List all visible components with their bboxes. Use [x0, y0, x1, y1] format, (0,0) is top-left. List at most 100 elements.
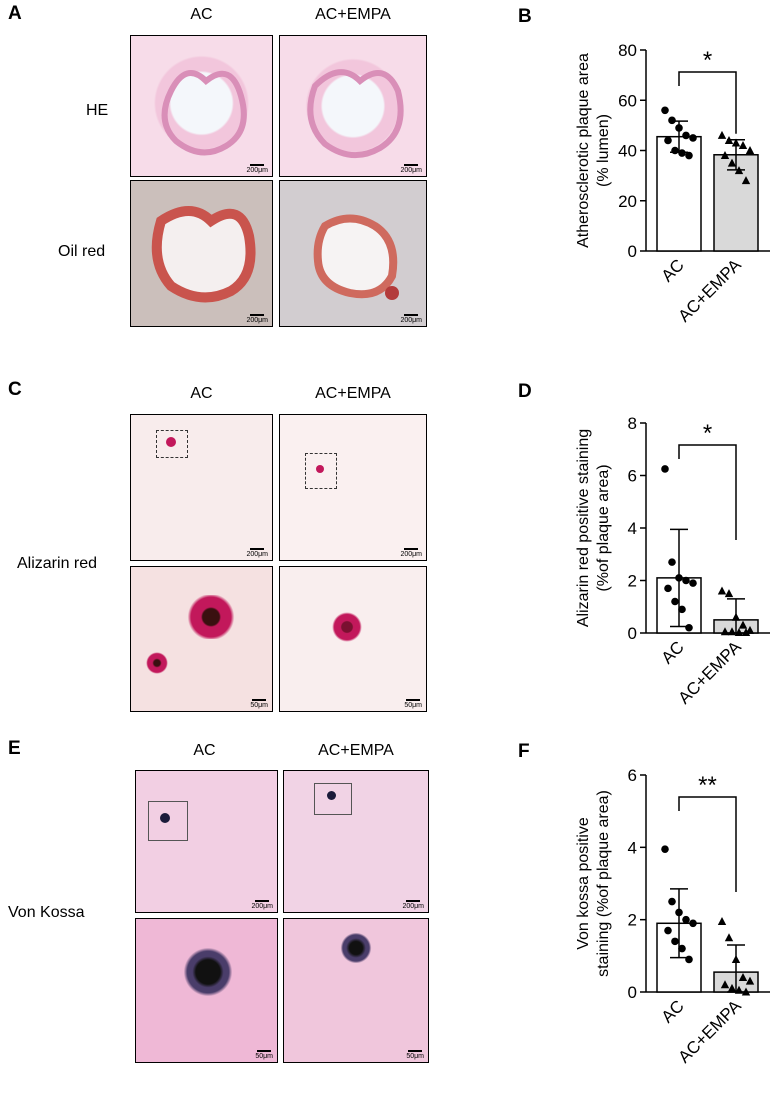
data-point [671, 937, 679, 946]
significance-marker: * [703, 47, 712, 74]
scalebar: 50μm [250, 699, 268, 709]
significance-bracket [678, 444, 737, 540]
data-point [727, 983, 737, 992]
micrograph-alizarin-ac-empa-zoom: 50μm [279, 566, 427, 712]
panel-letter-c: C [8, 379, 22, 400]
row-label-he: HE [86, 102, 109, 119]
vessel-outline-svg [131, 181, 272, 326]
vessel-outline-svg [280, 181, 426, 326]
y-tick-label: 80 [618, 41, 637, 60]
bar-ac [656, 135, 702, 252]
data-point [717, 130, 727, 139]
micrograph-he-ac: 200μm [130, 35, 273, 177]
panel-letter-e: E [8, 738, 21, 759]
y-tick-label: 0 [628, 624, 637, 643]
panel-letter-f: F [518, 741, 530, 762]
y-tick-label: 2 [628, 911, 637, 930]
category-label: AC+EMPA [674, 637, 745, 708]
data-point [720, 980, 730, 989]
data-point [734, 985, 744, 994]
y-tick-label: 4 [628, 838, 637, 857]
col-label-ac-empa: AC+EMPA [315, 6, 391, 23]
calcification-spot [332, 612, 362, 642]
scalebar: 200μm [246, 164, 268, 174]
data-point [682, 915, 690, 924]
data-point [734, 627, 744, 636]
y-tick-label: 0 [628, 983, 637, 1002]
micrograph-oil-red-ac: 200μm [130, 180, 273, 327]
scalebar: 200μm [251, 900, 273, 910]
y-axis-label: (%of plaque area) [595, 464, 612, 591]
data-point [720, 627, 730, 636]
micrograph-von-kossa-ac-empa-zoom: 50μm [283, 918, 429, 1063]
calcification-spot [160, 813, 170, 823]
micrograph-von-kossa-ac-empa: 200μm [283, 770, 429, 913]
data-point [661, 106, 669, 115]
y-tick-label: 40 [618, 142, 637, 161]
col-label-ac: AC [190, 6, 213, 23]
data-point [738, 620, 748, 629]
category-label: AC+EMPA [674, 996, 745, 1067]
data-point [689, 579, 697, 587]
data-point [678, 149, 686, 157]
y-axis-label: staining (%of plaque area) [595, 790, 612, 977]
data-point [678, 605, 686, 614]
y-tick-label: 6 [628, 467, 637, 486]
scalebar: 200μm [402, 900, 424, 910]
y-axis-label: Atherosclerotic plaque area [575, 53, 592, 248]
data-point [664, 136, 672, 145]
row-label-oil-red: Oil red [58, 243, 106, 260]
y-tick-label: 4 [628, 519, 637, 538]
data-point [731, 612, 741, 621]
calcification-spot [327, 791, 336, 800]
data-point [741, 627, 751, 636]
calcification-spot [340, 933, 372, 963]
scalebar: 50μm [255, 1050, 273, 1060]
calcification-spot [316, 465, 324, 473]
y-tick-label: 0 [628, 242, 637, 261]
row-label-alizarin-red: Alizarin red [17, 555, 98, 572]
scalebar: 50μm [406, 1050, 424, 1060]
scalebar: 200μm [400, 314, 422, 324]
vessel-outline-svg [161, 70, 247, 156]
significance-bracket [678, 71, 737, 134]
significance-bracket [678, 796, 737, 892]
data-point [685, 151, 693, 160]
bar-ac-empa [713, 154, 759, 252]
data-point [668, 897, 676, 906]
col-label-ac-empa: AC+EMPA [318, 742, 394, 759]
scalebar: 50μm [404, 699, 422, 709]
bar-chart-b: B 0 20 40 60 80 Atherosclerotic plaque area (% … [518, 6, 770, 326]
zoom-box [156, 430, 188, 458]
scalebar: 200μm [400, 164, 422, 174]
data-point [745, 976, 755, 985]
data-point [724, 589, 734, 598]
significance-marker: ** [698, 772, 717, 799]
data-point [664, 584, 672, 593]
zoom-box [148, 801, 188, 841]
micrograph-alizarin-ac: 200μm [130, 414, 273, 561]
data-point [741, 987, 751, 996]
data-point [738, 973, 748, 982]
micrograph-alizarin-ac-empa: 200μm [279, 414, 427, 561]
data-point [661, 465, 669, 473]
calcification-spot [146, 652, 168, 674]
data-point [689, 919, 697, 928]
data-point [745, 146, 755, 154]
data-point [671, 146, 679, 155]
significance-marker: * [703, 420, 712, 447]
data-point [727, 627, 737, 636]
y-tick-label: 6 [628, 766, 637, 785]
micrograph-von-kossa-ac: 200μm [135, 770, 278, 913]
data-point [724, 135, 734, 144]
y-tick-label: 20 [618, 192, 637, 211]
data-point [724, 933, 734, 942]
data-point [671, 597, 679, 606]
data-point [682, 576, 690, 585]
data-point [675, 574, 683, 582]
y-tick-label: 2 [628, 572, 637, 591]
col-label-ac: AC [193, 742, 216, 759]
data-point [731, 138, 741, 147]
micrograph-von-kossa-ac-zoom: 50μm [135, 918, 278, 1063]
data-point [731, 954, 741, 963]
